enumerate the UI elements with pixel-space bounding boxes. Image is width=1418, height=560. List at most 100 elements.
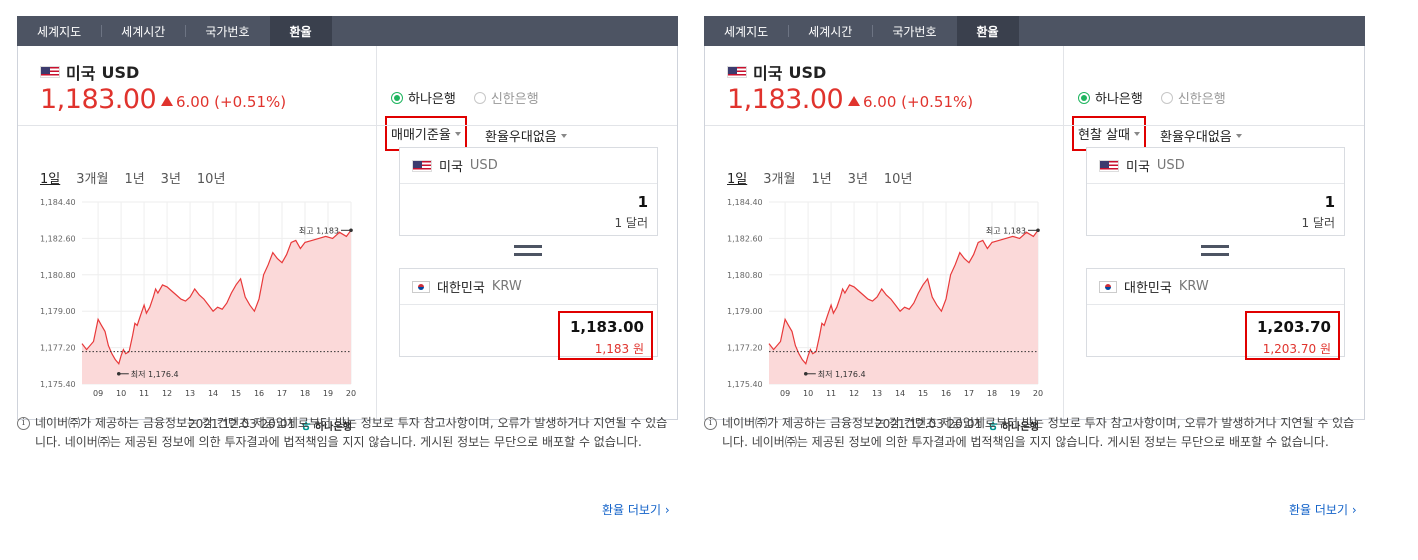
currency-code: USD <box>788 62 827 82</box>
tab-world-map[interactable]: 세계지도 <box>37 24 82 39</box>
to-currency-box: 대한민국 KRW 1,183.00 1,183 원 <box>399 268 658 360</box>
rate-summary: 미국 USD 1,183.00 6.00 (+0.51%) 1일 3개월 1년 … <box>705 46 1063 435</box>
disclaimer-text: 네이버㈜가 제공하는 금융정보는 각 컨텐츠 제공업체로부터 받는 정보로 투자… <box>722 416 1355 449</box>
y-tick-label: 1,177.20 <box>40 344 76 353</box>
y-tick-label: 1,182.60 <box>40 234 76 243</box>
period-tabs: 1일 3개월 1년 3년 10년 <box>40 168 225 187</box>
bank-logo: ㅎ 하나은행 <box>300 416 352 435</box>
rate-chart-svg: 1,184.40 1,182.60 1,180.80 1,179.00 1,177.20… <box>727 198 1043 398</box>
x-tick-label: 12 <box>162 389 172 398</box>
radio-hana-bank[interactable]: 하나은행 <box>1078 88 1143 107</box>
from-currency-select[interactable]: 미국 USD <box>1087 148 1344 184</box>
period-10y[interactable]: 10년 <box>196 172 226 187</box>
more-exchange-link[interactable]: 환율 더보기 › <box>602 503 670 517</box>
divider <box>377 125 677 126</box>
hana-bank-logo-icon: ㅎ <box>300 420 312 435</box>
from-amount: 1 <box>637 193 648 211</box>
kr-flag-icon <box>1099 280 1117 293</box>
radio-shinhan-bank[interactable]: 신한은행 <box>473 88 539 107</box>
preferential-select[interactable]: 환율우대없음 <box>1160 126 1242 145</box>
tab-world-time[interactable]: 세계시간 <box>788 16 872 46</box>
tab-country-code[interactable]: 국가번호 <box>185 16 269 46</box>
x-tick-label: 09 <box>93 389 103 398</box>
more-exchange-link[interactable]: 환율 더보기 › <box>1289 503 1357 517</box>
us-flag-icon <box>40 66 60 78</box>
x-tick-label: 12 <box>849 389 859 398</box>
period-1d[interactable]: 1일 <box>40 172 61 187</box>
divider <box>1064 125 1364 126</box>
y-tick-label: 1,184.40 <box>727 198 763 207</box>
to-currency-name: 대한민국 <box>1124 281 1172 296</box>
y-tick-label: 1,182.60 <box>727 234 763 243</box>
x-tick-label: 14 <box>208 389 218 398</box>
currency-title[interactable]: 미국 USD <box>727 60 826 84</box>
from-currency-code: USD <box>469 158 498 173</box>
x-tick-label: 18 <box>987 389 997 398</box>
rate-change-value: 6.00 (+0.51%) <box>176 93 287 111</box>
to-currency-select[interactable]: 대한민국 KRW <box>400 269 657 305</box>
y-tick-label: 1,179.00 <box>727 307 763 316</box>
radio-hana-bank[interactable]: 하나은행 <box>391 88 456 107</box>
disclaimer: i 네이버㈜가 제공하는 금융정보는 각 컨텐츠 제공업체로부터 받는 정보로 … <box>704 414 1365 452</box>
bank-radio-group: 하나은행 신한은행 <box>391 88 539 107</box>
to-currency-name: 대한민국 <box>437 281 485 296</box>
tab-exchange-rate[interactable]: 환율 <box>956 16 1019 46</box>
exchange-widget-right: 세계지도 세계시간 국가번호 환율 미국 USD 1,183.00 6.00 (… <box>704 16 1365 435</box>
tab-world-map[interactable]: 세계지도 <box>724 24 769 39</box>
period-tabs: 1일 3개월 1년 3년 10년 <box>727 168 912 187</box>
equals-icon <box>514 245 542 256</box>
currency-code: USD <box>101 62 140 82</box>
radio-shinhan-bank[interactable]: 신한은행 <box>1160 88 1226 107</box>
y-tick-label: 1,179.00 <box>40 307 76 316</box>
from-amount-field[interactable]: 1 1 달러 <box>1087 184 1344 235</box>
rate-area <box>769 230 1038 384</box>
to-amount-field[interactable]: 1,183.00 1,183 원 <box>400 305 657 360</box>
exchange-widget-left: 세계지도 세계시간 국가번호 환율 미국 USD 1,183.00 6.00 (… <box>17 16 678 435</box>
preferential-value: 환율우대없음 <box>1160 130 1232 145</box>
radio-checked-icon <box>1078 91 1090 104</box>
currency-title[interactable]: 미국 USD <box>40 60 139 84</box>
x-tick-label: 19 <box>1010 389 1020 398</box>
to-amount-text: 1,183 원 <box>594 342 644 356</box>
rate-type-value: 현찰 살때 <box>1078 128 1130 143</box>
currency-name: 미국 <box>66 64 96 83</box>
period-1d[interactable]: 1일 <box>727 172 748 187</box>
radio-label: 신한은행 <box>490 92 539 107</box>
tab-country-code[interactable]: 국가번호 <box>872 16 956 46</box>
from-amount-field[interactable]: 1 1 달러 <box>400 184 657 235</box>
triangle-up-icon <box>161 96 173 106</box>
from-currency-select[interactable]: 미국 USD <box>400 148 657 184</box>
converter: 하나은행 신한은행 매매기준율 환율우대없음 미국 US <box>376 46 677 419</box>
period-3m[interactable]: 3개월 <box>763 172 796 187</box>
to-amount: 1,203.70 <box>1256 318 1331 336</box>
period-10y[interactable]: 10년 <box>883 172 913 187</box>
triangle-up-icon <box>848 96 860 106</box>
divider <box>18 125 376 126</box>
x-tick-label: 16 <box>941 389 951 398</box>
x-tick-label: 20 <box>1033 389 1043 398</box>
period-3y[interactable]: 3년 <box>160 172 181 187</box>
rate-type-select[interactable]: 매매기준율 <box>385 116 467 151</box>
rate-type-select[interactable]: 현찰 살때 <box>1072 116 1146 151</box>
x-tick-label: 11 <box>139 389 149 398</box>
hana-bank-logo-icon: ㅎ <box>987 420 999 435</box>
x-tick-label: 20 <box>346 389 356 398</box>
to-amount-field[interactable]: 1,203.70 1,203.70 원 <box>1087 305 1344 360</box>
period-1y[interactable]: 1년 <box>811 172 832 187</box>
from-amount-text: 1 달러 <box>614 216 648 230</box>
period-3y[interactable]: 3년 <box>847 172 868 187</box>
tab-world-time[interactable]: 세계시간 <box>101 16 185 46</box>
period-3m[interactable]: 3개월 <box>76 172 109 187</box>
y-tick-label: 1,175.40 <box>40 380 76 389</box>
divider <box>705 125 1063 126</box>
bank-logo: ㅎ 하나은행 <box>987 416 1039 435</box>
to-currency-select[interactable]: 대한민국 KRW <box>1087 269 1344 305</box>
rate-line <box>81 229 352 366</box>
to-currency-code: KRW <box>1178 279 1209 294</box>
tab-exchange-rate[interactable]: 환율 <box>269 16 332 46</box>
radio-unchecked-icon <box>473 91 486 104</box>
preferential-select[interactable]: 환율우대없음 <box>485 126 567 145</box>
y-tick-label: 1,175.40 <box>727 380 763 389</box>
period-1y[interactable]: 1년 <box>124 172 145 187</box>
info-icon: i <box>17 417 30 430</box>
